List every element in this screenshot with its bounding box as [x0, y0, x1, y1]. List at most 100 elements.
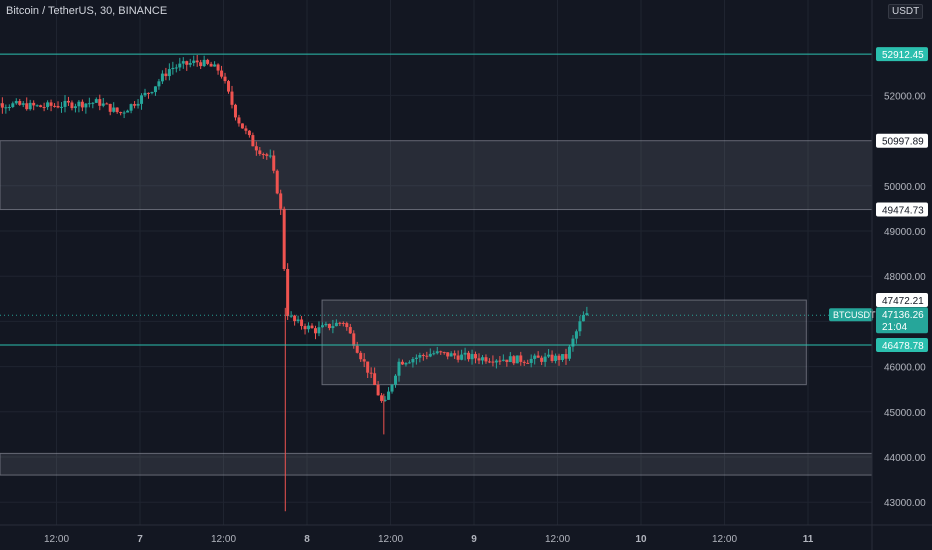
candle-body: [331, 326, 335, 329]
candle-body: [526, 362, 530, 364]
last-price-label: 47136.26: [882, 310, 924, 321]
candle-body: [487, 361, 491, 363]
candle-body: [494, 360, 498, 363]
candle-body: [25, 103, 29, 110]
candle-body: [547, 354, 551, 357]
price-level-tag: [876, 202, 928, 217]
candle-body: [366, 361, 370, 373]
candle-body: [146, 92, 150, 94]
time-axis-label: 8: [304, 534, 310, 545]
price-axis-label: 45000.00: [884, 408, 926, 419]
candle-body: [14, 101, 18, 104]
candle-body: [185, 61, 189, 65]
candle-body: [397, 361, 401, 376]
price-level-tag-label: 46478.78: [882, 341, 924, 352]
candle-body: [98, 99, 102, 106]
candle-body: [307, 325, 311, 330]
candle-body: [324, 323, 328, 326]
candle-body: [108, 103, 112, 112]
candle-body: [453, 353, 457, 356]
candle-body: [94, 99, 98, 103]
candle-body: [501, 359, 505, 361]
last-price-tag: [876, 307, 928, 334]
candle-body: [265, 154, 269, 156]
ticker-symbol-label: BTCUSDT: [833, 310, 876, 320]
candle-body: [317, 327, 321, 334]
candle-body: [21, 103, 25, 105]
candle-body: [543, 356, 547, 362]
time-axis-label: 12:00: [545, 534, 570, 545]
candle-body: [338, 322, 342, 324]
candle-body: [209, 63, 213, 67]
candle-body: [519, 355, 523, 362]
candle-body: [213, 64, 217, 67]
candle-body: [474, 354, 478, 359]
candle-body: [227, 81, 231, 92]
candle-body: [181, 61, 185, 64]
candle-body: [35, 105, 39, 107]
candle-body: [178, 63, 182, 68]
ticker-symbol-tag: [829, 308, 873, 322]
candle-body: [567, 346, 571, 359]
candle-body: [557, 355, 561, 360]
candle-body: [411, 358, 415, 363]
candle-body: [153, 86, 157, 93]
candle-body: [425, 355, 429, 357]
time-axis-label: 12:00: [44, 534, 69, 545]
candle-body: [310, 325, 314, 329]
candle-body: [498, 360, 502, 362]
candle-body: [11, 103, 15, 107]
price-zone: [0, 452, 873, 476]
candle-body: [60, 106, 64, 108]
candle-body: [174, 67, 178, 69]
candle-body: [42, 107, 46, 109]
price-zone: [0, 140, 873, 211]
price-axis-label: 48000.00: [884, 272, 926, 283]
candle-body: [508, 356, 512, 363]
candle-body: [206, 59, 210, 64]
candle-body: [383, 399, 387, 401]
candle-body: [66, 100, 70, 103]
candle-body: [491, 361, 495, 363]
price-level-tag: [876, 337, 928, 352]
time-axis-label: 11: [803, 534, 814, 545]
candle-body: [70, 102, 74, 109]
candle-body: [199, 62, 203, 67]
candle-body: [512, 356, 516, 364]
time-axis-label: 10: [635, 534, 647, 545]
candle-body: [32, 102, 36, 106]
candle-body: [352, 333, 356, 346]
price-level-tag-label: 52912.45: [882, 50, 924, 61]
candle-body: [300, 319, 304, 327]
candle-body: [216, 64, 220, 71]
candle-body: [167, 69, 171, 77]
currency-button[interactable]: USDT: [888, 4, 924, 19]
price-level-tag: [876, 133, 928, 148]
candle-body: [463, 352, 467, 355]
time-axis-label: 9: [471, 534, 477, 545]
candle-body: [112, 107, 116, 112]
price-axis-label: 50000.00: [884, 182, 926, 193]
candle-body: [359, 352, 363, 360]
candle-body: [376, 384, 380, 396]
candle-body: [414, 357, 418, 359]
candle-body: [380, 395, 384, 401]
candle-body: [355, 345, 359, 353]
candle-body: [73, 106, 77, 109]
candle-body: [188, 63, 192, 65]
candle-body: [53, 105, 57, 107]
candle-body: [404, 363, 408, 365]
candle-body: [585, 313, 589, 316]
candle-body: [220, 70, 224, 77]
candle-body: [84, 103, 88, 108]
candle-body: [129, 104, 133, 111]
price-level-tag-label: 49474.73: [882, 206, 924, 217]
time-axis-label: 12:00: [712, 534, 737, 545]
candle-body: [247, 130, 251, 136]
price-level-tag: [876, 293, 928, 308]
candle-body: [407, 362, 411, 364]
candle-body: [18, 101, 22, 105]
candle-body: [133, 104, 137, 106]
candle-body: [394, 375, 398, 385]
